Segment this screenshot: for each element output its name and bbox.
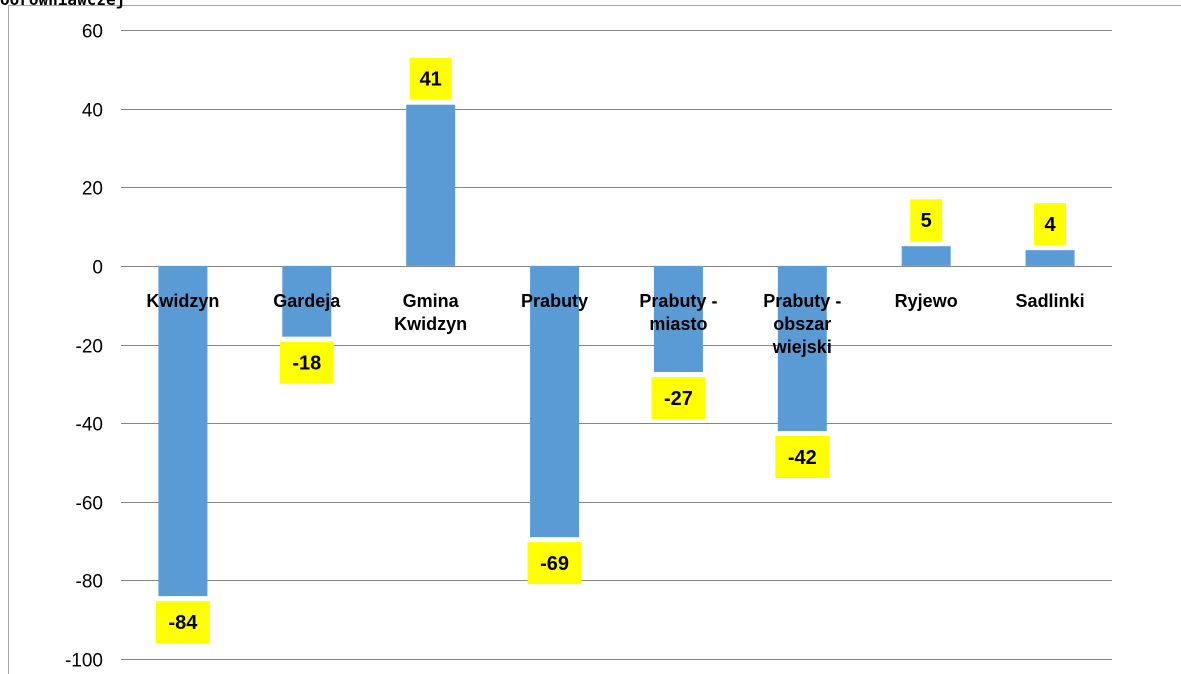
data-label-text: -18 xyxy=(292,353,321,375)
category-label-line: Prabuty - xyxy=(763,291,841,311)
category-label-line: miasto xyxy=(649,314,707,334)
y-tick-label: -60 xyxy=(76,494,103,515)
data-label: 41 xyxy=(409,57,452,100)
data-label-text: 5 xyxy=(921,210,932,232)
data-label: -69 xyxy=(527,542,582,585)
bars xyxy=(158,104,1075,597)
category-label-line: Kwidzyn xyxy=(394,314,467,334)
category-label: Sadlinki xyxy=(1016,291,1085,311)
category-label-line: Prabuty xyxy=(521,291,588,311)
bar xyxy=(777,265,827,431)
data-label-text: 4 xyxy=(1045,214,1057,236)
category-label: Prabuty xyxy=(521,291,588,311)
y-tick-label: -20 xyxy=(76,337,103,358)
data-label-text: -69 xyxy=(540,553,569,575)
data-label: -42 xyxy=(775,435,830,478)
bar xyxy=(282,265,332,337)
data-label-bg xyxy=(527,542,582,585)
y-tick-label: 60 xyxy=(82,22,103,43)
data-label: -84 xyxy=(155,601,210,644)
bar xyxy=(1025,250,1075,266)
category-labels: Kwidzyn Gardeja Gmina Kwidzyn Prabuty Prabuty… xyxy=(146,291,1084,357)
category-label: Gmina Kwidzyn xyxy=(394,291,467,334)
data-labels: -84 -18 41 -69 -27 -42 5 4 xyxy=(155,57,1067,644)
category-label: Gardeja xyxy=(273,291,341,311)
data-label-bg xyxy=(1034,203,1067,246)
bar xyxy=(158,265,208,597)
category-label: Kwidzyn xyxy=(146,291,219,311)
data-label-text: -42 xyxy=(788,447,817,469)
chart-title: oorowniawczej xyxy=(0,0,125,10)
bar xyxy=(901,246,951,266)
category-label-line: Gmina xyxy=(403,291,460,311)
data-label: 4 xyxy=(1034,203,1067,246)
data-label-bg xyxy=(910,199,943,242)
data-label-bg xyxy=(279,341,334,384)
y-tick-label: 40 xyxy=(82,101,103,122)
bar xyxy=(406,104,456,266)
category-label-line: Gardeja xyxy=(273,291,341,311)
category-label-line: Ryjewo xyxy=(895,291,958,311)
chart-frame xyxy=(8,5,1181,674)
y-tick-label: -80 xyxy=(76,572,103,593)
data-label-text: -27 xyxy=(664,388,693,410)
gridlines xyxy=(121,30,1112,660)
bar xyxy=(530,265,580,538)
data-label-text: -84 xyxy=(168,612,198,634)
data-label-bg xyxy=(409,57,452,100)
data-label-text: 41 xyxy=(420,69,442,91)
y-tick-label: -100 xyxy=(65,651,103,672)
data-label-bg xyxy=(775,435,830,478)
data-label-bg xyxy=(155,601,210,644)
data-label: 5 xyxy=(910,199,943,242)
bar xyxy=(653,265,703,373)
y-tick-label: 0 xyxy=(92,258,103,279)
y-tick-label: -40 xyxy=(76,415,103,436)
category-label: Prabuty - obszar wiejski xyxy=(763,291,841,357)
data-label-bg xyxy=(651,377,706,420)
y-tick-label: 20 xyxy=(82,179,103,200)
category-label-line: Prabuty - xyxy=(639,291,717,311)
category-label-line: Sadlinki xyxy=(1016,291,1085,311)
category-label: Ryjewo xyxy=(895,291,958,311)
category-label-line: Kwidzyn xyxy=(146,291,219,311)
category-label-line: wiejski xyxy=(772,337,832,357)
data-label: -18 xyxy=(279,341,334,384)
y-axis-ticks: 60 40 20 0 -20 -40 -60 -80 -100 xyxy=(65,22,103,672)
category-label: Prabuty - miasto xyxy=(639,291,717,334)
category-label-line: obszar xyxy=(773,314,831,334)
data-label: -27 xyxy=(651,377,706,420)
